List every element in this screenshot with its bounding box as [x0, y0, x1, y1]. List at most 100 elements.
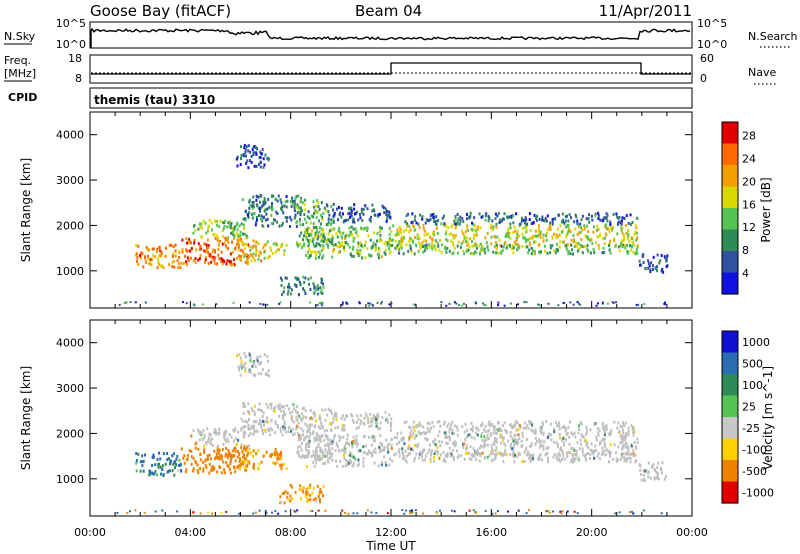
scatter-cell — [331, 234, 334, 238]
scatter-cell — [281, 223, 283, 227]
scatter-cell — [597, 433, 600, 437]
scatter-cell — [157, 465, 160, 469]
scatter-cell — [430, 453, 433, 457]
scatter-cell — [369, 451, 371, 454]
scatter-cell — [424, 432, 427, 435]
scatter-cell — [224, 452, 227, 456]
scatter-cell — [247, 243, 250, 247]
scatter-cell — [411, 509, 413, 512]
scatter-cell — [436, 452, 439, 456]
scatter-cell — [320, 277, 323, 281]
scatter-cell — [306, 434, 309, 438]
scatter-cell — [347, 461, 350, 465]
scatter-cell — [481, 302, 484, 305]
scatter-cell — [148, 469, 151, 473]
scatter-cell — [288, 425, 291, 429]
scatter-cell — [487, 219, 490, 223]
scatter-cell — [303, 203, 306, 207]
scatter-cell — [388, 212, 391, 216]
scatter-cell — [154, 470, 157, 473]
scatter-cell — [540, 428, 543, 432]
scatter-cell — [620, 436, 623, 440]
scatter-cell — [370, 215, 372, 219]
scatter-cell — [364, 244, 366, 248]
scatter-cell — [418, 237, 421, 240]
scatter-cell — [327, 217, 330, 221]
scatter-cell — [283, 286, 286, 290]
scatter-cell — [621, 428, 624, 432]
scatter-cell — [469, 445, 472, 449]
scatter-cell — [521, 232, 524, 236]
scatter-cell — [428, 243, 431, 247]
scatter-cell — [621, 226, 624, 230]
scatter-cell — [541, 458, 543, 462]
scatter-cell — [212, 468, 215, 472]
scatter-cell — [302, 415, 305, 418]
scatter-cell — [627, 452, 630, 456]
cpid-panel-frame — [89, 87, 693, 109]
scatter-cell — [412, 420, 415, 424]
scatter-cell — [305, 221, 308, 225]
scatter-cell — [265, 402, 268, 406]
scatter-cell — [299, 484, 302, 488]
scatter-cell — [605, 216, 608, 220]
scatter-cell — [141, 460, 144, 464]
scatter-cell — [336, 464, 339, 468]
scatter-cell — [356, 442, 359, 446]
scatter-cell — [306, 486, 309, 490]
scatter-cell — [242, 453, 245, 457]
scatter-cell — [359, 449, 362, 452]
cpid-value: themis (tau) 3310 — [94, 93, 215, 107]
scatter-cell — [435, 512, 438, 515]
scatter-cell — [293, 510, 296, 513]
scatter-cell — [135, 469, 138, 473]
scatter-cell — [295, 427, 298, 431]
scatter-cell — [288, 411, 291, 415]
scatter-cell — [573, 449, 576, 452]
scatter-cell — [617, 445, 620, 449]
scatter-cell — [276, 248, 278, 252]
scatter-cell — [372, 208, 375, 212]
scatter-cell — [535, 439, 538, 443]
scatter-cell — [141, 454, 144, 458]
scatter-cell — [152, 453, 155, 457]
scatter-cell — [323, 236, 326, 239]
scatter-cell — [270, 403, 273, 407]
scatter-cell — [173, 473, 176, 477]
scatter-cell — [206, 427, 209, 431]
scatter-cell — [504, 235, 507, 239]
scatter-cell — [277, 406, 280, 409]
scatter-cell — [599, 233, 601, 237]
scatter-cell — [332, 438, 335, 442]
scatter-cell — [402, 457, 404, 460]
scatter-cell — [281, 244, 284, 248]
scatter-cell — [603, 437, 606, 441]
scatter-cell — [173, 265, 176, 269]
scatter-cell — [553, 232, 555, 236]
scatter-cell — [299, 436, 302, 440]
scatter-cell — [664, 301, 666, 304]
scatter-cell — [216, 449, 219, 453]
scatter-cell — [566, 243, 569, 247]
scatter-cell — [632, 250, 635, 254]
scatter-cell — [264, 153, 267, 157]
scatter-cell — [221, 221, 224, 224]
scatter-cell — [471, 425, 474, 429]
scatter-cell — [497, 421, 500, 425]
scatter-cell — [592, 230, 595, 234]
scatter-cell — [255, 245, 257, 249]
scatter-cell — [338, 439, 341, 442]
scatter-cell — [224, 438, 227, 441]
scatter-cell — [308, 430, 311, 434]
scatter-cell — [605, 212, 608, 216]
scatter-cell — [170, 244, 173, 247]
scatter-cell — [401, 239, 404, 243]
scatter-cell — [323, 206, 326, 210]
scatter-cell — [220, 511, 223, 514]
scatter-cell — [302, 486, 305, 490]
scatter-cell — [506, 510, 509, 513]
scatter-cell — [629, 456, 632, 460]
scatter-cell — [362, 457, 365, 461]
scatter-cell — [621, 245, 624, 249]
scatter-cell — [539, 235, 542, 239]
